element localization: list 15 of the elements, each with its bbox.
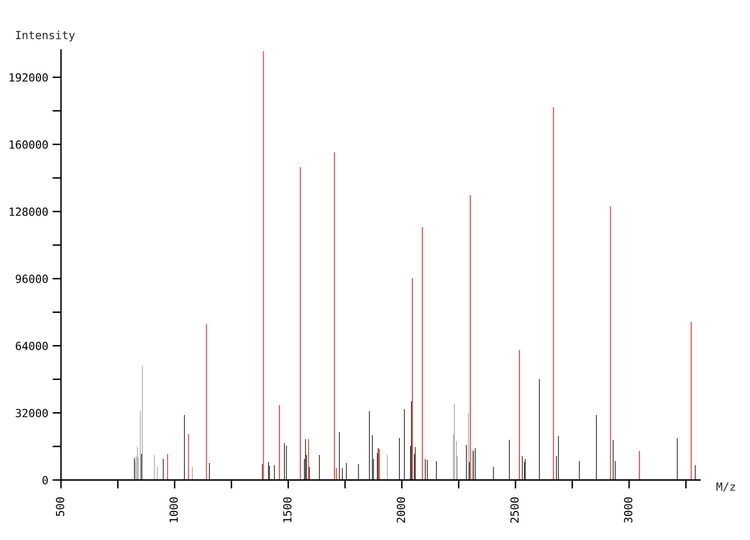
y-tick-label: 32000	[16, 408, 48, 418]
x-axis-title: M/z	[716, 482, 735, 492]
x-tick-label: 2500	[510, 497, 519, 523]
y-axis-title: Intensity	[16, 30, 75, 42]
x-tick-label: 2000	[396, 497, 406, 523]
y-tick-label: 0	[42, 476, 48, 484]
x-tick-label: 1500	[283, 497, 292, 522]
y-tick-label: 160000	[10, 140, 48, 149]
y-tick-label: 192000	[10, 73, 48, 82]
y-tick-label: 128000	[10, 208, 48, 216]
y-tick-label: 96000	[16, 274, 48, 284]
x-tick-label: 500	[56, 497, 64, 516]
x-tick-label: 3000	[624, 497, 632, 523]
y-tick-label: 64000	[16, 342, 48, 350]
x-tick-label: 1000	[169, 497, 178, 522]
